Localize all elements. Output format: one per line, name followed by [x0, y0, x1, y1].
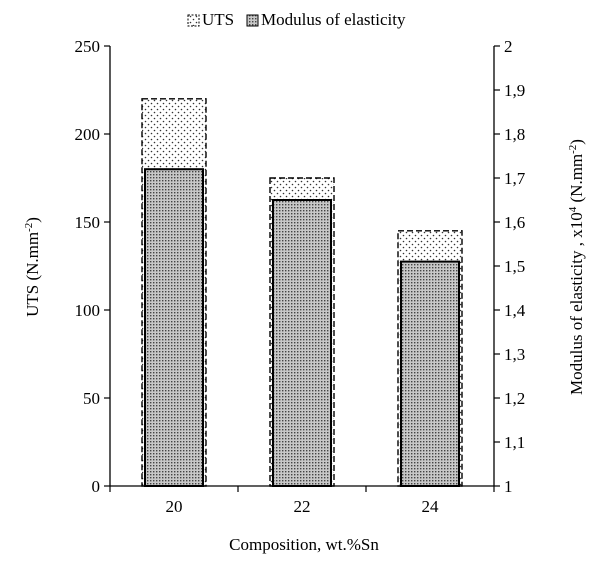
right-tick-label: 1,7 [504, 169, 526, 188]
legend-swatch-uts [187, 14, 200, 27]
right-tick-label: 1,9 [504, 81, 525, 100]
right-tick-label: 1,1 [504, 433, 525, 452]
left-tick-label: 50 [83, 389, 100, 408]
right-tick-label: 1,2 [504, 389, 525, 408]
bars [141, 98, 463, 487]
x-axis-ticks: 20 22 24 [109, 486, 495, 516]
legend-label-modulus: Modulus of elasticity [261, 10, 406, 29]
left-tick-label: 200 [75, 125, 101, 144]
right-tick-label: 1,3 [504, 345, 525, 364]
x-tick-label: 24 [422, 497, 440, 516]
right-tick-label: 1,6 [504, 213, 525, 232]
left-axis-ticks: 0 50 100 150 200 250 [75, 37, 110, 496]
right-tick-label: 1,5 [504, 257, 525, 276]
modulus-bar [144, 168, 204, 487]
right-axis-label: Modulus of elasticity , x104 (N.mm-2) [567, 139, 586, 395]
left-axis-label: UTS (N.mm-2) [23, 217, 42, 317]
right-tick-label: 1 [504, 477, 513, 496]
right-tick-label: 1,4 [504, 301, 526, 320]
right-tick-label: 2 [504, 37, 513, 56]
left-tick-label: 150 [75, 213, 101, 232]
legend-swatch-modulus [246, 14, 259, 27]
legend-label-uts: UTS [202, 10, 234, 29]
right-tick-label: 1,8 [504, 125, 525, 144]
right-axis-ticks: 1 1,1 1,2 1,3 1,4 1,5 1,6 1,7 1,8 1,9 2 [494, 37, 526, 496]
left-tick-label: 100 [75, 301, 101, 320]
x-axis-label: Composition, wt.%Sn [229, 535, 379, 554]
left-tick-label: 250 [75, 37, 101, 56]
x-tick-label: 22 [294, 497, 311, 516]
left-tick-label: 0 [92, 477, 101, 496]
legend: UTS Modulus of elasticity [187, 10, 406, 29]
modulus-bar [272, 199, 332, 487]
modulus-bar [400, 260, 460, 487]
x-tick-label: 20 [166, 497, 183, 516]
